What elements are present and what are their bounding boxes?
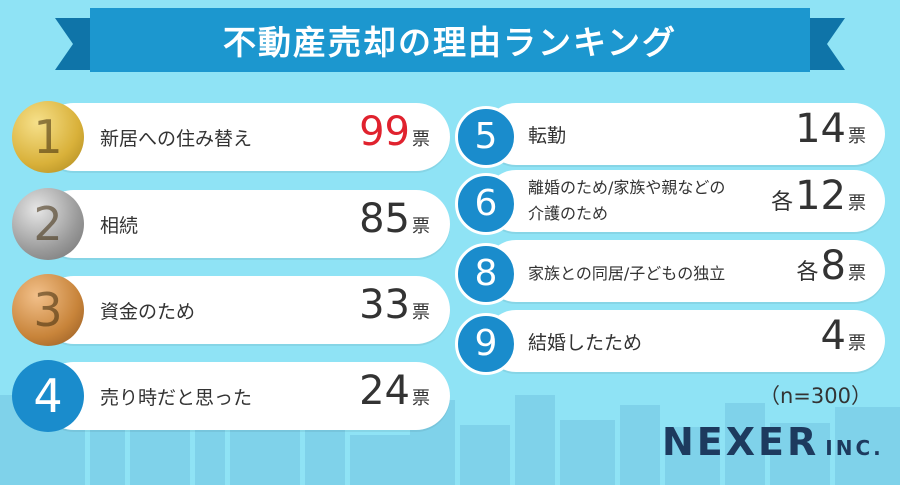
ranking-row-background — [485, 103, 885, 165]
sample-size: （n=300） — [759, 384, 872, 408]
vote-unit: 票 — [848, 193, 866, 214]
rank-number: 8 — [474, 253, 498, 294]
vote-value: 14 — [795, 106, 846, 152]
vote-value: 24 — [359, 368, 410, 414]
vote-unit: 票 — [848, 126, 866, 147]
banner-main — [90, 8, 810, 72]
title-banner: 不動産売却の理由ランキング — [55, 8, 845, 78]
vote-count: 85 票 — [359, 196, 430, 242]
rank-badge: 2 — [12, 188, 84, 260]
vote-count: 24 票 — [359, 368, 430, 414]
ranking-row-background — [40, 103, 450, 171]
vote-count: 14 票 — [795, 106, 866, 152]
rank-number: 5 — [474, 116, 498, 157]
rank-number: 2 — [33, 197, 63, 251]
ranking-row-background — [40, 276, 450, 344]
reason-line: 介護のため — [528, 204, 609, 223]
vote-count: 各12 票 — [771, 173, 866, 219]
vote-value: 4 — [820, 313, 846, 359]
vote-unit: 票 — [412, 129, 430, 150]
reason-label: 離婚のため/家族や親などの 介護のため — [528, 175, 725, 227]
city-skyline-decoration — [0, 395, 900, 485]
vote-unit: 票 — [412, 302, 430, 323]
vote-unit: 票 — [848, 263, 866, 284]
brand-name: NEXER — [662, 420, 820, 464]
vote-count: 各8 票 — [797, 243, 866, 289]
reason-line: 離婚のため/家族や親などの — [528, 178, 726, 197]
ranking-row-background — [485, 240, 885, 302]
vote-value: 8 — [820, 243, 846, 289]
vote-value: 85 — [359, 196, 410, 242]
rank-number: 4 — [33, 369, 63, 423]
vote-unit: 票 — [848, 333, 866, 354]
vote-unit: 票 — [412, 216, 430, 237]
rank-badge: 9 — [455, 313, 517, 375]
rank-badge: 1 — [12, 101, 84, 173]
chart-title: 不動産売却の理由ランキング — [222, 23, 677, 62]
vote-unit: 票 — [412, 388, 430, 409]
reason-label: 相続 — [100, 215, 139, 237]
rank-number: 1 — [33, 110, 63, 164]
ranking-row-background — [40, 362, 450, 430]
reason-label: 新居への住み替え — [100, 128, 253, 150]
ranking-row-background — [40, 190, 450, 258]
rank-badge: 4 — [12, 360, 84, 432]
vote-prefix: 各 — [771, 190, 794, 215]
brand-suffix: INC. — [825, 436, 884, 460]
reason-label: 結婚したため — [528, 332, 643, 354]
vote-count: 33 票 — [359, 282, 430, 328]
rank-badge: 3 — [12, 274, 84, 346]
reason-label: 家族との同居/子どもの独立 — [528, 264, 726, 283]
vote-value: 33 — [359, 282, 410, 328]
rank-number: 9 — [474, 323, 498, 364]
rank-badge: 6 — [455, 173, 517, 235]
vote-value: 12 — [795, 173, 846, 219]
ranking-row-background — [485, 170, 885, 232]
vote-count: 99 票 — [359, 109, 430, 155]
reason-label: 転勤 — [528, 125, 567, 147]
rank-badge: 8 — [455, 243, 517, 305]
ranking-row-background — [485, 310, 885, 372]
vote-value: 99 — [359, 109, 410, 155]
rank-number: 6 — [474, 183, 498, 224]
rank-number: 3 — [33, 283, 63, 337]
company-logo: NEXER INC. — [662, 420, 884, 464]
vote-prefix: 各 — [796, 260, 819, 285]
reason-label: 売り時だと思った — [100, 387, 253, 409]
rank-badge: 5 — [455, 106, 517, 168]
reason-label: 資金のため — [100, 301, 196, 323]
